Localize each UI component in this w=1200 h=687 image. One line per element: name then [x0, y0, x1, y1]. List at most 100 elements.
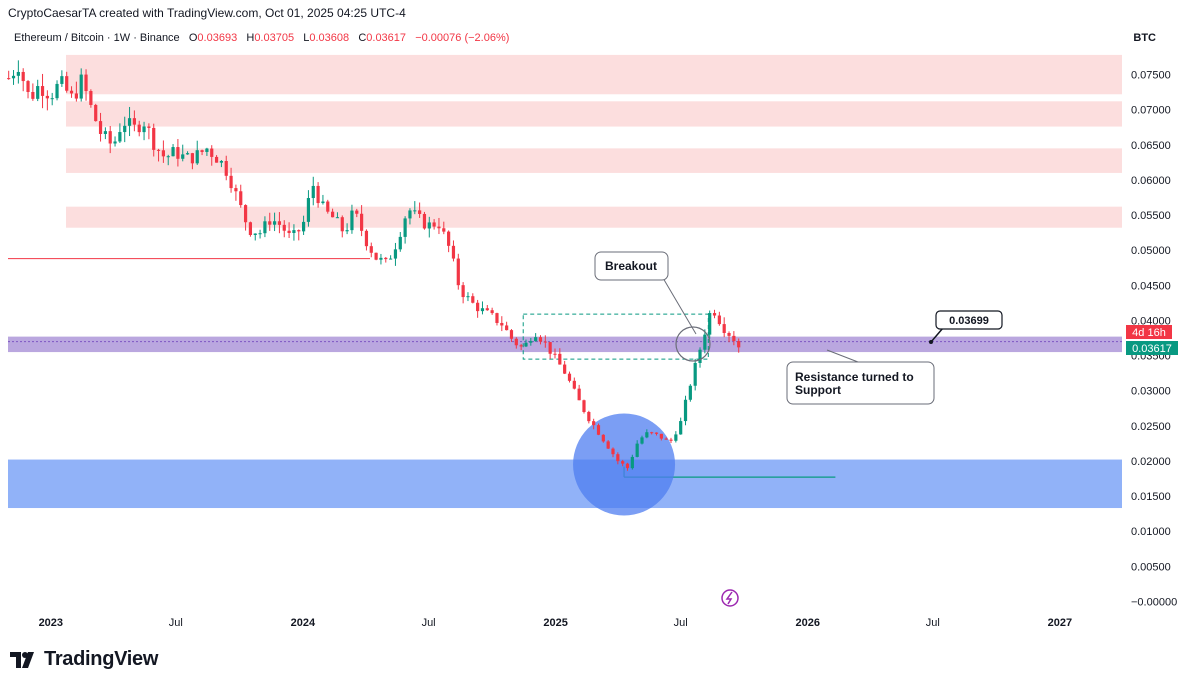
candle-body-96: [466, 296, 470, 298]
tradingview-logo-icon: [10, 651, 34, 668]
candle-body-134: [650, 432, 654, 434]
candle-body-130: [630, 456, 634, 469]
candle-body-81: [393, 249, 398, 259]
candle-body-144: [698, 349, 702, 363]
candle-body-118: [572, 380, 576, 389]
y-tick-label-2: 0.00500: [1131, 561, 1171, 573]
candle-body-12: [60, 76, 64, 84]
candle-body-117: [567, 373, 572, 381]
candle-body-53: [258, 233, 262, 235]
candle-body-150: [727, 332, 731, 336]
y-tick-label-10: 0.04500: [1131, 280, 1171, 292]
candle-body-86: [418, 210, 422, 214]
candle-body-75: [364, 230, 369, 247]
y-tick-label-1: −0.00000: [1131, 596, 1177, 608]
candle-body-142: [688, 385, 692, 400]
candle-body-146: [708, 313, 712, 335]
candle-body-78: [379, 257, 383, 260]
x-tick-label-6: Jul: [674, 617, 688, 629]
candle-body-70: [340, 217, 344, 232]
candle-body-14: [69, 90, 74, 94]
x-tick-label-9: 2027: [1048, 617, 1072, 629]
candle-body-28: [137, 124, 141, 133]
candle-body-92: [447, 231, 451, 246]
y-tick-label-4: 0.01500: [1131, 491, 1171, 503]
resistance-label-line1: Resistance turned to: [795, 370, 914, 384]
candle-body-137: [664, 438, 668, 440]
y-tick-label-13: 0.06000: [1131, 175, 1171, 187]
candle-body-116: [563, 364, 567, 374]
open-label: O: [188, 32, 198, 44]
candle-body-10: [50, 98, 54, 100]
candle-body-100: [485, 308, 489, 311]
candle-body-36: [176, 147, 180, 159]
candle-body-45: [219, 160, 224, 163]
candle-body-5: [26, 81, 30, 92]
candle-body-54: [263, 221, 267, 234]
low-value: 0.03608: [309, 32, 350, 44]
candle-body-26: [127, 118, 132, 126]
candle-body-112: [543, 341, 547, 343]
candle-body-80: [389, 258, 393, 260]
candle-body-119: [577, 388, 581, 401]
candle-body-126: [611, 448, 615, 455]
candle-body-91: [442, 228, 446, 232]
candle-body-51: [248, 222, 253, 235]
level-anchor-dot: [929, 340, 933, 344]
candle-body-61: [297, 230, 301, 232]
candle-body-73: [355, 210, 359, 214]
candle-body-113: [548, 342, 552, 354]
candle-body-98: [476, 302, 480, 312]
breakout-callout: [594, 251, 669, 281]
candle-body-55: [268, 221, 272, 225]
candle-body-151: [732, 335, 736, 342]
candle-body-9: [45, 95, 49, 99]
candle-body-139: [674, 434, 678, 441]
y-tick-label-6: 0.02500: [1131, 421, 1171, 433]
x-tick-label-2: Jul: [169, 617, 183, 629]
candle-body-35: [171, 147, 175, 157]
x-tick-label-3: 2024: [291, 617, 316, 629]
candle-body-17: [84, 74, 88, 92]
candle-body-132: [640, 437, 644, 444]
last-price-tag: [1126, 341, 1178, 355]
candle-body-6: [31, 91, 35, 99]
candle-body-68: [331, 211, 335, 218]
candle-body-90: [437, 226, 441, 229]
price-labels: 4d 16h 0.03617: [1126, 325, 1178, 355]
candle-body-4: [21, 71, 25, 82]
candle-body-18: [89, 91, 93, 105]
candle-body-20: [98, 121, 103, 134]
candle-body-64: [311, 185, 315, 199]
candle-body-149: [722, 324, 726, 333]
candle-body-29: [142, 126, 146, 133]
candle-body-47: [229, 175, 233, 189]
candle-body-19: [94, 104, 98, 122]
candle-body-111: [538, 337, 543, 342]
candle-body-82: [398, 236, 402, 250]
candle-body-22: [108, 131, 112, 144]
tradingview-logo[interactable]: TradingView: [10, 648, 158, 671]
time-axis: 2023 Jul 2024 Jul 2025 Jul 2026 Jul 2027: [39, 617, 1073, 629]
x-tick-label-5: 2025: [543, 617, 567, 629]
high-label: H: [246, 32, 255, 44]
candle-body-93: [451, 245, 456, 259]
candle-body-57: [277, 221, 282, 225]
candle-body-103: [500, 322, 504, 326]
candle-body-79: [384, 257, 388, 260]
candle-body-7: [36, 86, 40, 99]
candle-body-8: [40, 86, 45, 96]
symbol-line: Ethereum / Bitcoin · 1W · Binance: [14, 32, 180, 44]
quote-currency: BTC: [1133, 32, 1156, 44]
candle-body-11: [55, 83, 59, 99]
candle-body-33: [161, 150, 165, 157]
tradingview-brand: TradingView: [44, 648, 159, 670]
candle-body-97: [471, 296, 475, 303]
candle-body-30: [147, 126, 151, 128]
breakout-pointer: [655, 277, 697, 335]
lightning-icon[interactable]: [721, 589, 739, 607]
candle-body-13: [65, 76, 69, 91]
close-label: C: [358, 32, 367, 44]
x-tick-label-8: Jul: [926, 617, 940, 629]
